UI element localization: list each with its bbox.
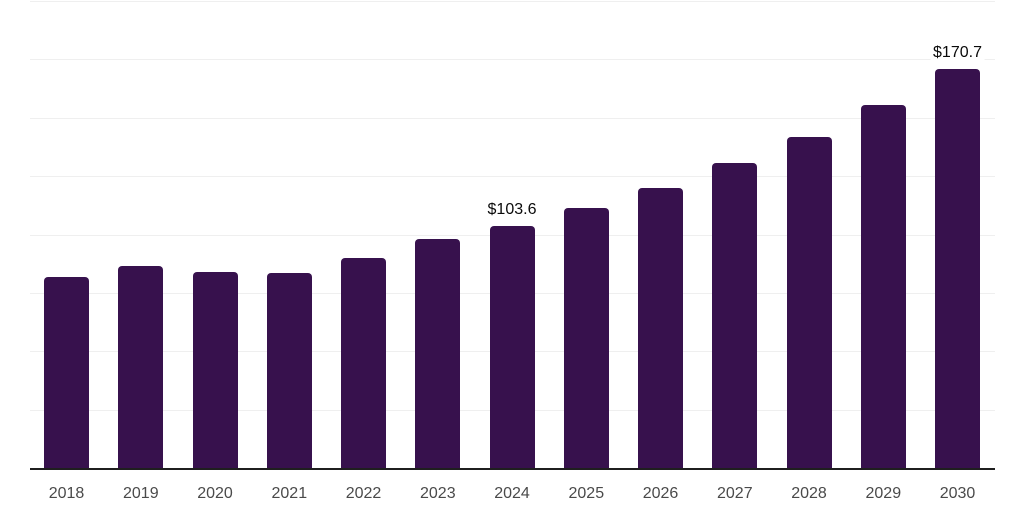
bar-2023 (415, 239, 461, 470)
value-label-2024: $103.6 (484, 200, 540, 221)
x-tick-2018: 2018 (48, 485, 85, 502)
bar-2030 (935, 69, 980, 470)
gridline (30, 1, 995, 2)
bar-2024 (489, 226, 535, 470)
x-tick-2024: 2024 (494, 485, 530, 502)
x-tick-2025: 2025 (568, 485, 605, 502)
gridline (30, 176, 995, 178)
value-label-2030: $170.7 (930, 43, 985, 64)
x-tick-2028: 2028 (791, 485, 827, 502)
x-tick-2021: 2021 (271, 485, 308, 502)
bar-2018 (44, 276, 89, 470)
x-tick-2019: 2019 (123, 485, 159, 502)
bar-2022 (341, 257, 386, 470)
bar-2026 (638, 188, 683, 470)
bar-2027 (712, 163, 758, 470)
gridline (30, 117, 995, 119)
bar-2029 (860, 105, 906, 470)
bar-2028 (786, 137, 832, 470)
x-tick-2027: 2027 (717, 485, 753, 502)
bar-2020 (192, 271, 238, 470)
x-tick-2022: 2022 (345, 485, 382, 502)
x-tick-2023: 2023 (420, 485, 456, 502)
bar-2021 (266, 272, 312, 470)
x-tick-2026: 2026 (642, 485, 679, 502)
bar-2019 (118, 265, 164, 470)
x-tick-2030: 2030 (939, 485, 976, 502)
bar-2025 (563, 208, 609, 470)
x-tick-2029: 2029 (865, 485, 902, 502)
gridline (30, 59, 995, 61)
x-axis-line (30, 468, 995, 470)
x-tick-2020: 2020 (197, 485, 233, 502)
